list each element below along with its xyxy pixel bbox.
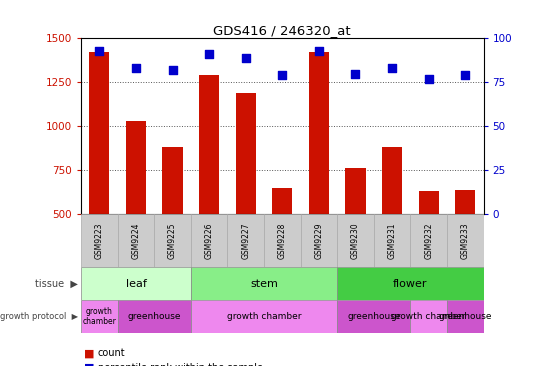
Bar <box>301 214 337 267</box>
Bar <box>81 300 117 333</box>
Bar <box>410 214 447 267</box>
Text: growth protocol  ▶: growth protocol ▶ <box>0 312 78 321</box>
Bar <box>236 93 256 214</box>
Bar <box>337 300 410 333</box>
Bar <box>410 300 447 333</box>
Bar <box>191 214 228 267</box>
Text: count: count <box>98 348 125 358</box>
Bar <box>264 214 301 267</box>
Bar <box>191 300 337 333</box>
Bar <box>455 190 475 214</box>
Text: GSM9233: GSM9233 <box>461 222 470 259</box>
Bar <box>337 267 484 300</box>
Text: GSM9227: GSM9227 <box>241 223 250 259</box>
Point <box>205 51 214 57</box>
Bar <box>447 214 484 267</box>
Bar <box>81 267 191 300</box>
Point <box>131 66 140 71</box>
Text: GSM9229: GSM9229 <box>314 223 324 259</box>
Text: stem: stem <box>250 279 278 289</box>
Bar <box>272 188 292 214</box>
Text: greenhouse: greenhouse <box>438 312 492 321</box>
Bar <box>117 300 191 333</box>
Text: leaf: leaf <box>126 279 146 289</box>
Bar <box>228 214 264 267</box>
Bar <box>117 214 154 267</box>
Text: GSM9232: GSM9232 <box>424 223 433 259</box>
Bar <box>154 214 191 267</box>
Text: GSM9228: GSM9228 <box>278 223 287 259</box>
Text: ■: ■ <box>84 363 94 366</box>
Text: growth
chamber: growth chamber <box>82 307 116 326</box>
Text: percentile rank within the sample: percentile rank within the sample <box>98 363 263 366</box>
Point <box>278 72 287 78</box>
Point <box>461 72 470 78</box>
Text: ■: ■ <box>84 348 94 358</box>
Point <box>351 71 360 76</box>
Text: GSM9226: GSM9226 <box>205 223 214 259</box>
Bar <box>447 300 484 333</box>
Bar <box>374 214 410 267</box>
Text: GSM9231: GSM9231 <box>387 223 396 259</box>
Text: greenhouse: greenhouse <box>127 312 181 321</box>
Point <box>387 66 396 71</box>
Point <box>241 55 250 61</box>
Text: flower: flower <box>393 279 428 289</box>
Point <box>424 76 433 82</box>
Bar <box>163 147 183 214</box>
Text: greenhouse: greenhouse <box>347 312 400 321</box>
Bar <box>81 214 117 267</box>
Bar <box>126 121 146 214</box>
Point <box>168 67 177 73</box>
Text: GSM9225: GSM9225 <box>168 223 177 259</box>
Bar <box>89 52 110 214</box>
Bar <box>199 75 219 214</box>
Title: GDS416 / 246320_at: GDS416 / 246320_at <box>214 24 351 37</box>
Point <box>95 48 104 54</box>
Text: growth chamber: growth chamber <box>391 312 466 321</box>
Bar <box>419 191 439 214</box>
Bar <box>309 52 329 214</box>
Point <box>314 48 323 54</box>
Bar <box>345 168 366 214</box>
Text: GSM9223: GSM9223 <box>95 223 104 259</box>
Bar <box>337 214 374 267</box>
Text: GSM9224: GSM9224 <box>131 223 140 259</box>
Text: GSM9230: GSM9230 <box>351 222 360 259</box>
Bar <box>382 147 402 214</box>
Text: growth chamber: growth chamber <box>227 312 301 321</box>
Text: tissue  ▶: tissue ▶ <box>35 279 78 289</box>
Bar <box>191 267 337 300</box>
